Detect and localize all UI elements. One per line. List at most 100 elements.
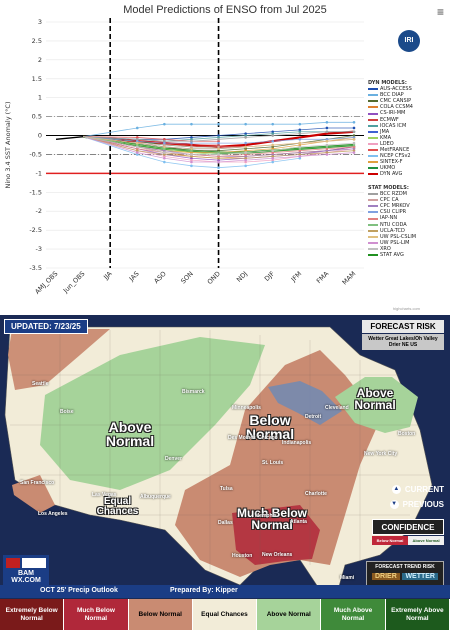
legend-label: COLA CCSM4 [380, 104, 413, 111]
chart-credit[interactable]: highcharts.com [392, 306, 420, 311]
legend-label: BCC RZDM [380, 191, 407, 198]
legend-item[interactable]: CPC MRKOV [368, 203, 416, 209]
series-point [271, 147, 275, 151]
previous-button[interactable]: ▼ PREVIOUS [389, 500, 444, 509]
city-label: Miami [340, 575, 355, 581]
legend-swatch [368, 247, 378, 250]
city-label: San Francisco [20, 480, 55, 486]
outlook-bar: OCT 25' Precip Outlook Prepared By: Kipp… [0, 585, 450, 598]
series-point [190, 122, 193, 126]
legend-item[interactable]: COLA CCSM4 [368, 104, 413, 110]
y-tick-label: -1 [36, 169, 42, 177]
y-tick-label: -2 [36, 207, 42, 215]
series-point [298, 122, 302, 126]
legend-item[interactable]: NCEP CFSv2 [368, 153, 413, 159]
legend-item[interactable]: UKMO [368, 165, 413, 171]
legend-swatch [368, 193, 378, 196]
series-point [352, 151, 356, 154]
legend-label: JMA [380, 128, 390, 135]
legend-item[interactable]: BCC DIAP [368, 92, 413, 98]
series-point [135, 153, 139, 156]
legend-item[interactable]: UW PSL-CSLIM [368, 234, 416, 240]
series-line [83, 136, 355, 157]
label-equal-chances: Equal Chances [96, 496, 139, 517]
legend-swatch [368, 161, 378, 164]
legend-item[interactable]: XRO [368, 246, 416, 252]
legend-item[interactable]: MetFRANCE [368, 147, 413, 153]
series-point [190, 156, 193, 160]
series-point [298, 138, 302, 141]
series-point [163, 145, 166, 149]
confidence-high-label: Above Normal [408, 536, 444, 545]
series-point [190, 153, 193, 156]
hamburger-menu-icon[interactable]: ≡ [436, 5, 444, 19]
category-swatch: Equal Chances [192, 599, 258, 630]
series-line [82, 136, 300, 169]
series-line [82, 136, 355, 163]
series-point [163, 151, 166, 154]
legend-item[interactable]: NTU CODA [368, 222, 416, 228]
legend-swatch [368, 130, 378, 133]
legend-label: LDEO [380, 140, 394, 147]
series-point [352, 138, 356, 141]
series-point [298, 149, 302, 152]
legend-swatch [368, 124, 378, 127]
legend-label: CSU CLIPR [380, 209, 407, 216]
legend-item[interactable]: STAT AVG [368, 252, 416, 258]
legend-item[interactable]: CS-IRI-MM [368, 110, 413, 116]
y-tick-label: 0 [38, 132, 42, 140]
series-line [83, 127, 354, 140]
legend-item[interactable]: UW PSL-LIM [368, 240, 416, 246]
legend-swatch [368, 223, 378, 226]
series-point [244, 155, 247, 158]
legend-item[interactable]: IAP-NN [368, 215, 416, 221]
confidence-bar: Below Normal Above Normal [372, 536, 444, 545]
label-above-normal-northeast: Above Normal [354, 386, 396, 412]
legend-item[interactable]: DYN AVG [368, 171, 413, 177]
legend-item[interactable]: LDEO [368, 141, 413, 147]
legend-label: STAT AVG [380, 252, 404, 259]
legend-swatch [368, 112, 378, 115]
series-point [271, 158, 275, 162]
series-point [217, 147, 220, 151]
series-point [190, 164, 193, 168]
series-point [298, 151, 302, 154]
series-point [325, 126, 329, 130]
legend-item[interactable]: IOCAS ICM [368, 123, 413, 129]
city-label: Boston [398, 431, 416, 437]
legend-item[interactable]: CSU CLIPR [368, 209, 416, 215]
legend-item[interactable]: CMC CANSIP [368, 98, 413, 104]
forecast-risk-title: FORECAST RISK [362, 320, 444, 333]
legend-item[interactable]: SINTEX-F [368, 159, 413, 165]
legend-swatch [368, 199, 378, 202]
series-point [163, 122, 166, 126]
series-point [163, 155, 166, 158]
legend-item[interactable]: KMA [368, 135, 413, 141]
label-much-below-normal: Much Below Normal [236, 506, 307, 532]
series-point [135, 147, 139, 151]
series-point [352, 147, 356, 151]
legend-item[interactable]: UCLA-TCD [368, 228, 416, 234]
legend-swatch [368, 167, 378, 170]
legend-item[interactable]: JMA [368, 129, 413, 135]
series-line [83, 136, 355, 150]
legend-item[interactable]: BCC RZDM [368, 191, 416, 197]
y-tick-label: 3 [38, 18, 42, 26]
legend-item[interactable]: CPC CA [368, 197, 416, 203]
series-point [298, 145, 302, 149]
series-line [82, 136, 355, 163]
series-point [325, 145, 329, 149]
series-point [271, 130, 275, 134]
series-line [83, 136, 355, 153]
category-swatch: Above Normal [257, 599, 322, 630]
x-tick-label: Jun_OBS [61, 270, 86, 295]
series-point [298, 141, 302, 145]
series-point [190, 136, 193, 139]
current-button[interactable]: ▲ CURRENT [391, 485, 444, 494]
legend-item[interactable]: AUS-ACCESS [368, 86, 413, 92]
series-point [135, 149, 139, 152]
series-point [244, 149, 247, 152]
legend-item[interactable]: ECMWF [368, 117, 413, 123]
series-point [271, 160, 275, 164]
series-point [244, 156, 247, 160]
